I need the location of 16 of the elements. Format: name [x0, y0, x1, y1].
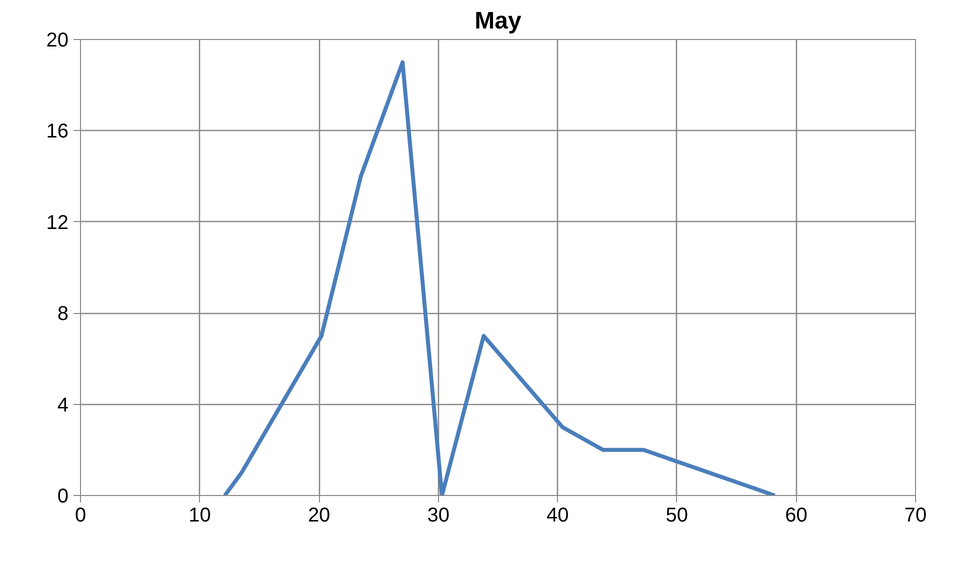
- x-tick-label: 30: [427, 504, 450, 526]
- y-tick-label: 8: [57, 303, 68, 326]
- y-tick-label: 4: [57, 394, 68, 416]
- x-tick-label: 40: [546, 504, 569, 526]
- y-tick-label: 12: [46, 212, 69, 234]
- chart-title: May: [474, 8, 522, 34]
- x-tick-label: 70: [904, 504, 927, 526]
- y-tick-label: 0: [57, 486, 68, 508]
- y-tick-label: 16: [46, 120, 69, 143]
- y-tick-label: 20: [46, 30, 69, 52]
- x-tick-label: 60: [785, 504, 808, 526]
- x-tick-label: 0: [74, 504, 86, 526]
- x-tick-label: 50: [666, 504, 688, 526]
- x-tick-label: 10: [188, 504, 211, 526]
- x-tick-label: 20: [308, 504, 330, 526]
- line-series: [222, 60, 777, 496]
